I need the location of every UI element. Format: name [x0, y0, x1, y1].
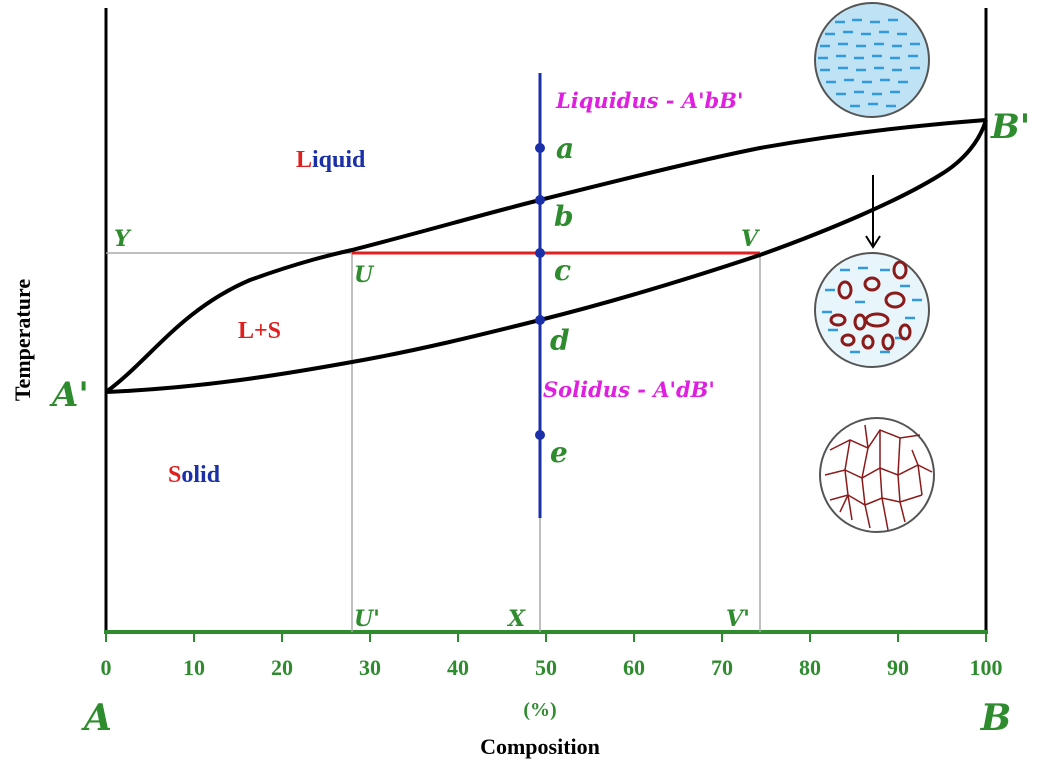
composition-points	[535, 143, 545, 440]
liquid-first-letter: L	[296, 147, 312, 173]
liquid-region-label: Liquid	[296, 147, 366, 173]
point-e-label: e	[550, 436, 568, 469]
solid-rest: olid	[181, 462, 220, 488]
tie-line-labels: Y U V U' X V'	[114, 226, 760, 632]
liquid-microstructure-icon	[814, 2, 930, 118]
x-tick-label: 10	[183, 655, 205, 680]
x-tick-label: 40	[447, 655, 469, 680]
y-label: Y	[114, 226, 132, 252]
x-tick-label: 0	[101, 655, 112, 680]
x-tick-marks	[105, 632, 987, 642]
point-a-label: a	[556, 132, 574, 165]
liquidus-caption: Liquidus - A'bB'	[555, 88, 743, 113]
x-tick-labels: 0 10 20 30 40 50 60 70 80 90 100	[101, 655, 1003, 680]
point-b-label: b	[554, 200, 574, 233]
point-c-label: c	[554, 254, 571, 287]
point-c-dot	[535, 248, 545, 258]
mixed-microstructure-icon	[814, 252, 930, 368]
liquid-rest: iquid	[312, 147, 366, 173]
x-tick-label: 60	[623, 655, 645, 680]
v-prime-label: V'	[726, 606, 750, 632]
v-label: V	[741, 226, 760, 252]
y-axis-label: Temperature	[10, 279, 35, 401]
x-tick-label: 100	[970, 655, 1003, 680]
cooling-arrow	[865, 175, 881, 249]
x-tick-label: 70	[711, 655, 733, 680]
point-a-prime-label: A'	[49, 375, 89, 415]
point-b-dot	[535, 195, 545, 205]
point-a-dot	[535, 143, 545, 153]
solid-microstructure-icon	[819, 417, 935, 533]
x-tick-label: 20	[271, 655, 293, 680]
liquidus-curve	[104, 118, 987, 394]
composition-point-labels: a b c d e	[550, 132, 574, 469]
endpoint-a-label: A	[81, 697, 112, 739]
solid-first-letter: S	[168, 462, 181, 488]
solid-region-label: Solid	[168, 462, 221, 488]
solidus-caption: Solidus - A'dB'	[543, 377, 715, 402]
x-tick-label: 50	[535, 655, 557, 680]
u-prime-label: U'	[354, 606, 380, 632]
mix-region-label: L+S	[238, 318, 281, 344]
point-e-dot	[535, 430, 545, 440]
point-d-dot	[535, 315, 545, 325]
u-label: U	[354, 262, 375, 288]
endpoint-b-label: B	[980, 697, 1011, 739]
x-tick-label: 80	[799, 655, 821, 680]
x-label: X	[506, 606, 526, 632]
guide-lines	[106, 252, 761, 632]
unit-label: (%)	[523, 699, 556, 721]
solidus-curve	[105, 119, 988, 394]
x-axis-label: Composition	[480, 734, 600, 759]
x-tick-label: 30	[359, 655, 381, 680]
point-d-label: d	[550, 324, 570, 357]
x-tick-label: 90	[887, 655, 909, 680]
point-b-prime-label: B'	[990, 107, 1030, 147]
